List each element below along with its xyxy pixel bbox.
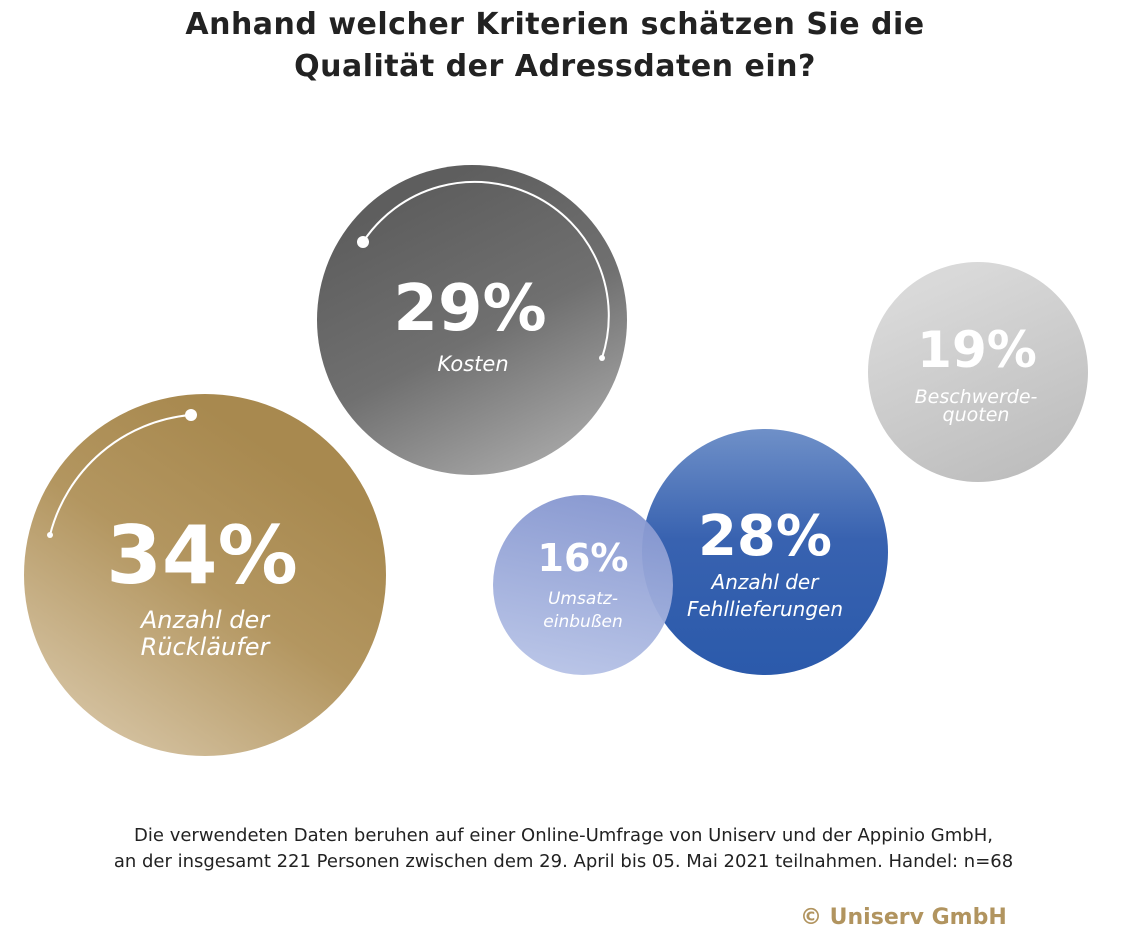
bubble-value-ruecklaeufer: 34% [106,509,297,602]
bubble-circle-fehllieferungen [642,429,888,675]
chart-title-line-2: Qualität der Adressdaten ein? [294,49,816,84]
bubble-beschwerdequoten: 19% Beschwerde- quoten [868,262,1088,482]
bubble-arc-dot-end-kosten [599,355,605,361]
bubble-label-ruecklaeufer-line-1: Anzahl der [139,606,271,634]
copyright-notice: © Uniserv GmbH [800,905,1007,930]
bubble-label-fehllieferungen-line-2: Fehllieferungen [687,597,843,621]
bubble-value-beschwerdequoten: 19% [917,321,1037,379]
source-footnote-line-2: an der insgesamt 221 Personen zwischen d… [113,851,1014,872]
bubble-arc-kosten [362,180,610,359]
bubble-circle-kosten [317,165,627,475]
bubble-kosten: 29% Kosten [317,165,627,475]
bubble-label-beschwerdequoten-line-2: quoten [943,404,1010,426]
bubble-arc-dot-start-kosten [357,236,369,248]
chart-title: Anhand welcher Kriterien schätzen Sie di… [0,4,1110,88]
bubble-circle-umsatzeinbussen [493,495,673,675]
bubble-circle-ruecklaeufer [24,394,386,756]
bubble-arc-ruecklaeufer [49,414,191,536]
bubble-umsatzeinbussen: 16% Umsatz- einbußen [493,495,673,675]
bubble-label-fehllieferungen-line-1: Anzahl der [710,570,821,594]
bubble-label-kosten-line-1: Kosten [437,352,508,376]
source-footnote: Die verwendeten Daten beruhen auf einer … [0,823,1127,875]
bubble-label-umsatzeinbussen-line-1: Umsatz- [548,589,618,609]
bubble-ruecklaeufer: 34% Anzahl der Rückläufer [24,394,386,756]
bubble-value-kosten: 29% [393,272,546,346]
bubble-label-ruecklaeufer-line-2: Rückläufer [141,633,272,661]
bubble-label-beschwerdequoten-line-1: Beschwerde- [915,386,1038,408]
bubble-arc-dot-end-ruecklaeufer [185,409,197,421]
bubble-circle-beschwerdequoten [868,262,1088,482]
bubble-fehllieferungen: 28% Anzahl der Fehllieferungen [642,429,888,675]
chart-title-line-1: Anhand welcher Kriterien schätzen Sie di… [185,7,925,42]
bubble-value-fehllieferungen: 28% [698,504,832,569]
bubble-arc-dot-start-ruecklaeufer [47,532,53,538]
bubble-label-umsatzeinbussen-line-2: einbußen [543,612,622,632]
source-footnote-line-1: Die verwendeten Daten beruhen auf einer … [134,825,993,846]
bubble-value-umsatzeinbussen: 16% [538,536,629,580]
